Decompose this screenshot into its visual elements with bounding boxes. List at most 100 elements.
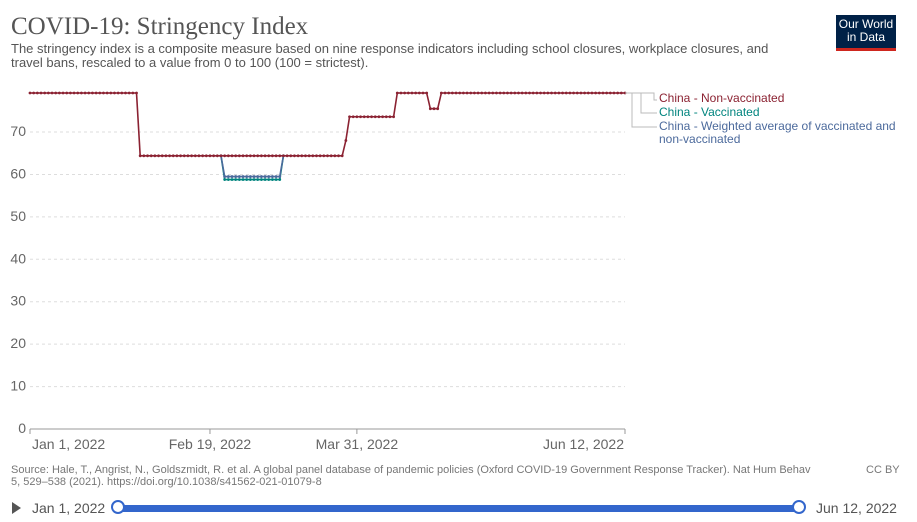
y-tick-label: 10 xyxy=(10,378,26,394)
series-point xyxy=(432,107,436,111)
series-point xyxy=(340,154,344,158)
series-point xyxy=(370,115,373,119)
series-point xyxy=(517,91,520,95)
series-point xyxy=(157,154,160,158)
series-point xyxy=(219,154,223,158)
series-point xyxy=(410,91,414,95)
series-point xyxy=(465,91,469,95)
series-point xyxy=(469,91,473,95)
series-point xyxy=(531,91,535,95)
series-markers-0 xyxy=(28,91,627,158)
series-lines xyxy=(28,91,627,181)
series-point xyxy=(329,154,333,158)
timeline-end-handle[interactable] xyxy=(792,500,806,514)
owid-logo[interactable]: Our World in Data xyxy=(836,15,896,51)
timeline-slider[interactable]: Jan 1, 2022 Jun 12, 2022 xyxy=(0,495,917,522)
play-icon[interactable] xyxy=(12,502,21,514)
legend-item-weighted-average[interactable]: China - Weighted average of vaccinated a… xyxy=(659,119,896,146)
series-point xyxy=(201,154,205,158)
series-point xyxy=(377,115,381,119)
series-point xyxy=(212,154,216,158)
series-point xyxy=(54,91,58,95)
series-point xyxy=(447,91,451,95)
series-point xyxy=(318,154,322,158)
legend-connectors xyxy=(625,92,657,128)
series-point xyxy=(388,115,392,119)
series-point xyxy=(539,91,542,95)
series-point xyxy=(337,154,340,158)
series-point xyxy=(252,178,256,181)
legend-item-non-vaccinated[interactable]: China - Non-vaccinated xyxy=(659,91,785,105)
series-point xyxy=(94,91,98,95)
series-point xyxy=(197,154,201,158)
series-point xyxy=(50,91,54,95)
timeline-start-handle[interactable] xyxy=(111,500,125,514)
series-line-0[interactable] xyxy=(30,92,625,157)
series-point xyxy=(417,91,421,95)
series-point xyxy=(46,91,50,95)
series-point xyxy=(72,91,76,95)
series-point xyxy=(553,91,557,95)
logo-line-2: in Data xyxy=(846,30,886,44)
series-point xyxy=(245,178,249,181)
series-point xyxy=(293,154,296,158)
series-point xyxy=(259,154,263,158)
series-point xyxy=(399,91,403,95)
series-point xyxy=(237,175,241,178)
chart-subtitle: The stringency index is a composite meas… xyxy=(11,41,769,70)
x-tick-label: Feb 19, 2022 xyxy=(169,436,252,452)
series-point xyxy=(395,91,399,95)
series-point xyxy=(535,91,539,95)
series-point xyxy=(289,154,293,158)
series-point xyxy=(160,154,164,158)
series-point xyxy=(498,91,502,95)
series-point xyxy=(322,154,326,158)
series-point xyxy=(366,115,370,119)
series-point xyxy=(586,91,590,95)
series-point xyxy=(208,154,212,158)
series-point xyxy=(65,91,69,95)
series-point xyxy=(241,154,245,158)
series-point xyxy=(234,154,238,158)
series-point xyxy=(326,154,329,158)
series-point xyxy=(381,115,384,119)
series-point xyxy=(168,154,171,158)
series-point xyxy=(557,91,561,95)
y-tick-label: 70 xyxy=(10,123,26,139)
series-point xyxy=(179,154,182,158)
series-point xyxy=(28,91,32,95)
series-point xyxy=(69,91,72,95)
series-point xyxy=(91,91,94,95)
license-link[interactable]: CC BY xyxy=(866,464,900,476)
series-point xyxy=(575,91,579,95)
series-point xyxy=(259,175,263,178)
series-point xyxy=(263,175,267,178)
series-point xyxy=(315,154,318,158)
series-point xyxy=(278,175,282,178)
series-point xyxy=(509,91,513,95)
y-tick-label: 50 xyxy=(10,208,26,224)
source-note: Source: Hale, T., Angrist, N., Goldszmid… xyxy=(11,464,811,488)
series-line-2[interactable] xyxy=(220,155,285,178)
series-point xyxy=(263,154,267,158)
series-point xyxy=(355,115,359,119)
series-point xyxy=(425,91,429,95)
series-point xyxy=(601,91,605,95)
legend-item-vaccinated[interactable]: China - Vaccinated xyxy=(659,105,760,119)
series-point xyxy=(164,154,168,158)
series-point xyxy=(362,115,366,119)
series-point xyxy=(546,91,550,95)
series-point xyxy=(113,91,116,95)
series-point xyxy=(237,154,241,158)
y-tick-label: 20 xyxy=(10,335,26,351)
series-point xyxy=(439,91,443,95)
series-point xyxy=(43,91,47,95)
y-tick-label: 60 xyxy=(10,165,26,181)
timeline-track[interactable] xyxy=(118,505,799,512)
series-point xyxy=(138,154,142,158)
series-point xyxy=(579,91,583,95)
series-point xyxy=(282,154,285,158)
series-point xyxy=(333,154,337,158)
series-point xyxy=(619,91,623,95)
series-point xyxy=(278,178,282,181)
